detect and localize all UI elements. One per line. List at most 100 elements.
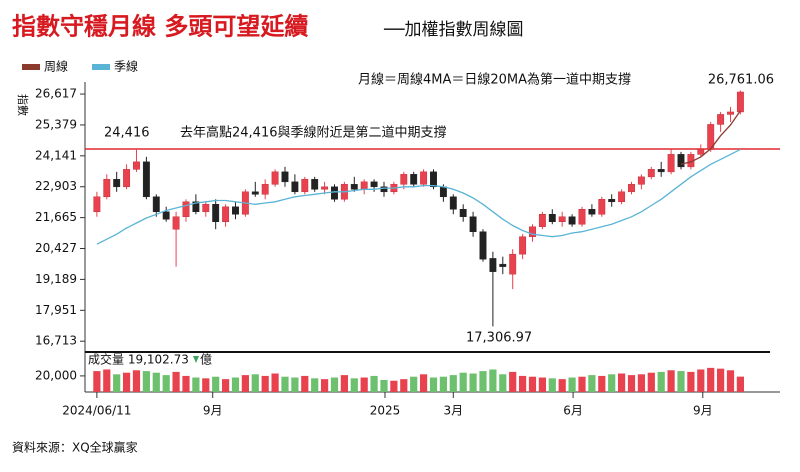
x-tick-label: 2024/06/11 (62, 404, 131, 418)
candle-body (598, 199, 606, 215)
candle-body (529, 226, 536, 237)
candle-body (311, 179, 319, 190)
candle-body (202, 204, 210, 213)
volume-bar (410, 376, 418, 392)
candle-body (430, 171, 437, 188)
volume-bar (588, 375, 596, 392)
candle-body (647, 169, 655, 178)
y-axis-label: 指數 (16, 94, 30, 116)
candle-body (459, 209, 467, 218)
volume-bar (637, 374, 645, 392)
candle-body (519, 236, 527, 255)
volume-bar (548, 378, 556, 392)
volume-bar (419, 374, 428, 392)
volume-bar (330, 377, 339, 392)
x-tick-label: 9月 (693, 404, 713, 418)
volume-bar (231, 377, 240, 392)
legend-swatch (22, 64, 40, 70)
volume-bar (736, 376, 744, 392)
candle-body (380, 186, 388, 193)
candle-body (717, 114, 725, 125)
volume-bar (617, 373, 626, 392)
candle-body (618, 191, 626, 203)
volume-bar (192, 377, 200, 392)
y-tick-label: 20,427 (35, 241, 77, 255)
volume-bar (113, 374, 121, 392)
low-label: 17,306.97 (466, 331, 532, 346)
volume-bar (241, 375, 249, 392)
volume-title: 成交量 19,102.73 (88, 352, 189, 367)
volume-bar (142, 371, 150, 392)
candle-body (509, 253, 517, 275)
volume-bar (212, 376, 220, 392)
support-label: 24,416 (104, 125, 150, 140)
volume-bar (122, 372, 131, 392)
source: 資料來源：XQ全球贏家 (12, 440, 138, 455)
volume-bar (390, 380, 398, 392)
candle-body (271, 171, 279, 185)
volume-bar (439, 376, 447, 392)
volume-bar (291, 377, 299, 392)
candle-body (608, 199, 616, 203)
volume-bar (311, 378, 319, 392)
candle-body (291, 181, 299, 193)
y-tick-label: 22,903 (35, 179, 77, 193)
volume-bar (251, 374, 259, 392)
volume-bar (608, 374, 616, 392)
volume-bar (429, 377, 438, 392)
candle-body (479, 231, 487, 260)
volume-bar (320, 379, 329, 392)
volume-bar (538, 377, 546, 392)
candle-body (261, 184, 269, 195)
volume-bar (647, 372, 655, 392)
volume-bar (568, 377, 576, 392)
volume-bar (657, 371, 665, 392)
candle-body (321, 186, 329, 190)
candle-body (251, 191, 259, 195)
y-tick-label: 21,665 (35, 210, 77, 224)
volume-bar (558, 379, 566, 392)
candle-body (588, 209, 596, 215)
x-tick-label: 6月 (563, 404, 583, 418)
volume-bar (499, 374, 507, 392)
support-note: 去年高點24,416與季線附近是第二道中期支撐 (180, 124, 447, 140)
candle-body (568, 216, 576, 225)
volume-bar (687, 371, 695, 392)
volume-tick-label: 20,000 (35, 368, 77, 382)
volume-bar (182, 375, 190, 392)
y-tick-label: 17,951 (35, 303, 77, 317)
volume-bar (400, 379, 408, 392)
volume-bar (518, 375, 527, 392)
x-tick-label: 2025 (370, 404, 401, 418)
candle-body (489, 258, 497, 272)
candle-body (350, 184, 358, 190)
volume-bar (152, 372, 160, 392)
candle-body (93, 196, 101, 213)
candle-body (103, 179, 111, 198)
volume-bar (697, 369, 705, 392)
volume-bar (677, 371, 685, 392)
legend-label: 周線 (44, 59, 68, 74)
candle-body (192, 201, 200, 213)
y-tick-label: 25,379 (35, 117, 77, 131)
volume-bar (469, 373, 477, 392)
candle-body (558, 216, 566, 222)
candle-body (469, 216, 477, 232)
volume-bar (598, 375, 606, 392)
candle-body (232, 206, 239, 215)
candle-body (331, 186, 338, 200)
candle-body (162, 211, 170, 220)
candle-body (499, 263, 507, 267)
volume-bar (301, 375, 309, 392)
volume-bar (479, 371, 487, 392)
candle-body (123, 169, 131, 188)
candle-body (697, 149, 705, 155)
annotation: 月線＝周線4MA＝日線20MA為第一道中期支撐 (358, 72, 631, 88)
candle-body (667, 154, 675, 173)
volume-bar (162, 375, 170, 392)
candle-body (172, 216, 180, 230)
candle-body (736, 91, 744, 113)
candle-body (439, 186, 447, 198)
volume-bar (281, 376, 289, 392)
